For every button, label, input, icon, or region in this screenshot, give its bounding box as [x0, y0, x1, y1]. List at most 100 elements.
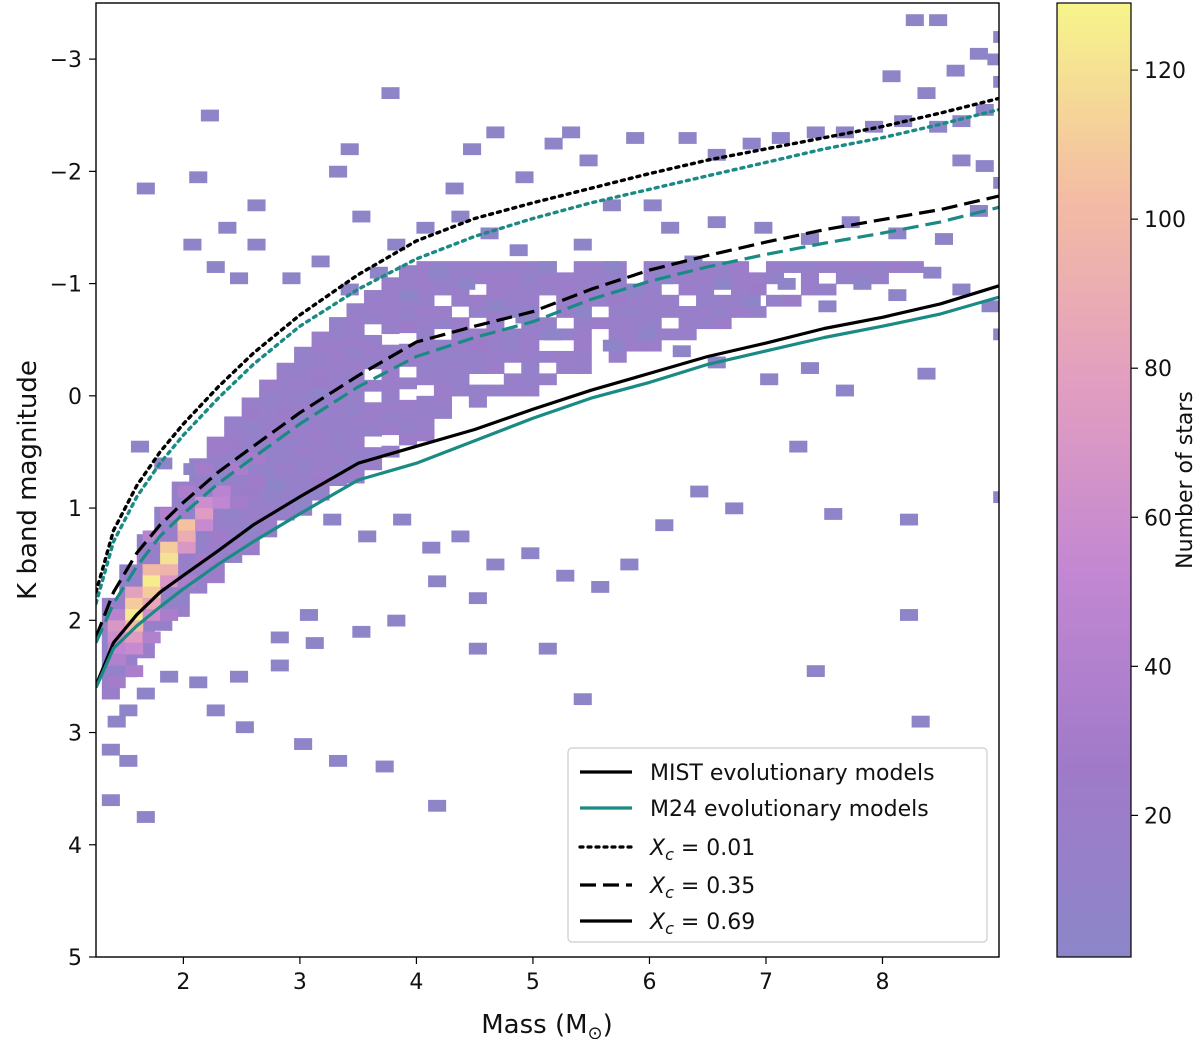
heatmap-bin — [899, 609, 919, 621]
legend-box — [567, 747, 988, 943]
heatmap-bin — [171, 582, 190, 595]
heatmap-bin — [538, 261, 557, 273]
curve-mist-solid — [96, 284, 999, 687]
heatmap-bin — [311, 398, 330, 411]
heatmap-bin — [329, 418, 348, 430]
heatmap-bin — [626, 339, 645, 352]
heatmap-bin — [206, 503, 225, 516]
heatmap-bin — [200, 109, 219, 122]
heatmap-bin — [748, 283, 767, 296]
heatmap-bin — [241, 464, 260, 477]
heatmap-bin — [224, 450, 243, 462]
heatmap-bin — [643, 306, 662, 318]
heatmap-bin — [486, 317, 505, 330]
heatmap-bin — [422, 541, 441, 554]
heatmap-bin — [311, 255, 330, 268]
heatmap-bin — [259, 503, 278, 515]
heatmap-bin — [731, 306, 750, 318]
heatmap-bin — [311, 387, 330, 400]
heatmap-bin — [509, 244, 528, 257]
heatmap-bin — [451, 339, 470, 352]
heatmap-bin — [486, 362, 505, 374]
heatmap-bin — [294, 380, 313, 393]
heatmap-bin — [224, 506, 243, 519]
heatmap-bin — [346, 426, 365, 439]
heatmap-bin — [171, 492, 190, 505]
heatmap-bin — [521, 283, 540, 296]
heatmap-bin — [329, 395, 348, 408]
heatmap-bin — [329, 440, 348, 453]
heatmap-bin — [573, 238, 592, 251]
heatmap-bin-dense — [125, 620, 144, 633]
heatmap-bin — [556, 569, 575, 582]
x-tick-label: 6 — [642, 970, 656, 995]
heatmap-bin — [573, 339, 592, 352]
heatmap-bin — [643, 199, 662, 212]
heatmap-bin — [888, 261, 907, 273]
heatmap-bin — [241, 431, 260, 443]
heatmap-bin — [521, 272, 540, 285]
heatmap-bin — [486, 272, 505, 285]
heatmap-bin — [503, 294, 522, 307]
heatmap-bin — [346, 359, 365, 372]
heatmap-bin — [398, 265, 418, 278]
curve-mist-dotted — [96, 96, 999, 594]
heatmap-bin — [556, 328, 575, 341]
heatmap-bin — [189, 676, 208, 689]
heatmap-bin — [398, 399, 418, 412]
heatmap-bin — [224, 438, 243, 451]
legend-label: M24 evolutionary models — [650, 797, 929, 822]
heatmap-bin — [329, 361, 348, 374]
heatmap-bin — [294, 425, 313, 438]
heatmap-bin — [276, 385, 295, 398]
heatmap-bin — [381, 87, 400, 99]
heatmap-bin — [905, 261, 924, 273]
heatmap-bin — [696, 294, 715, 307]
heatmap-bin — [346, 404, 365, 417]
heatmap-bin — [451, 210, 470, 223]
heatmap-bin — [294, 503, 313, 516]
heatmap-bin — [929, 120, 948, 133]
heatmap-bin — [468, 294, 487, 307]
heatmap-bin — [206, 571, 225, 584]
heatmap-bin — [346, 303, 365, 316]
heatmap-bin-dense — [177, 485, 196, 498]
heatmap-bin — [934, 233, 953, 245]
heatmap-bin — [573, 317, 592, 330]
heatmap-bin — [416, 395, 435, 408]
heatmap-bin-dense — [160, 564, 179, 576]
heatmap-bin — [224, 416, 243, 429]
heatmap-bin — [591, 317, 610, 330]
heatmap-bin — [294, 436, 313, 449]
heatmap-bin — [352, 625, 371, 638]
heatmap-bin — [556, 362, 575, 374]
heatmap-bin — [486, 558, 505, 571]
heatmap-bin — [346, 437, 365, 450]
heatmap-bin — [969, 47, 988, 60]
heatmap-bin — [416, 339, 435, 352]
heatmap-bin — [381, 311, 400, 323]
heatmap-bin — [136, 545, 155, 558]
legend-label: Xc = 0.69 — [649, 910, 755, 938]
heatmap-bin — [661, 328, 680, 341]
heatmap-bin — [806, 665, 825, 678]
heatmap-bin — [363, 301, 383, 314]
heatmap-bin — [119, 754, 138, 767]
heatmap-bin — [206, 261, 225, 273]
heatmap-bin — [486, 261, 505, 273]
heatmap-bin — [451, 261, 470, 273]
heatmap-bin — [323, 513, 342, 526]
heatmap-bin — [544, 137, 563, 150]
heatmap-bin — [241, 509, 260, 522]
heatmap-bin — [818, 300, 837, 313]
heatmap-bin — [888, 227, 907, 240]
heatmap-bin-dense — [247, 451, 266, 464]
heatmap-bin — [381, 367, 400, 379]
heatmap-bin — [381, 412, 400, 424]
heatmap-bin — [282, 272, 301, 285]
heatmap-bin — [154, 457, 173, 470]
heatmap-bin — [707, 148, 726, 161]
heatmap-bin — [398, 411, 418, 423]
heatmap-bin — [696, 306, 715, 318]
heatmap-bin — [451, 384, 470, 397]
